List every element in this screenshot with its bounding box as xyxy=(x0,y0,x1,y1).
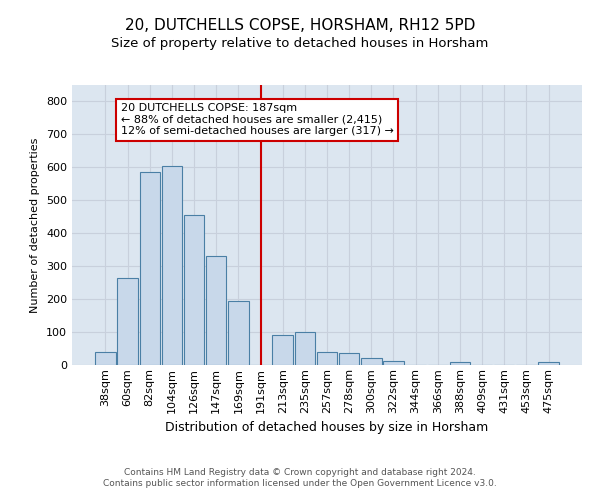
Text: Contains HM Land Registry data © Crown copyright and database right 2024.
Contai: Contains HM Land Registry data © Crown c… xyxy=(103,468,497,487)
Bar xyxy=(95,352,116,365)
Bar xyxy=(140,172,160,365)
Bar xyxy=(184,215,204,365)
Bar xyxy=(339,354,359,365)
Bar xyxy=(450,362,470,365)
Bar xyxy=(206,256,226,365)
Bar xyxy=(295,332,315,365)
Bar xyxy=(383,361,404,365)
Bar xyxy=(361,358,382,365)
X-axis label: Distribution of detached houses by size in Horsham: Distribution of detached houses by size … xyxy=(166,421,488,434)
Y-axis label: Number of detached properties: Number of detached properties xyxy=(31,138,40,312)
Bar xyxy=(272,336,293,365)
Bar xyxy=(118,278,138,365)
Bar xyxy=(161,166,182,365)
Bar xyxy=(538,362,559,365)
Text: Size of property relative to detached houses in Horsham: Size of property relative to detached ho… xyxy=(112,38,488,51)
Bar xyxy=(317,352,337,365)
Bar xyxy=(228,301,248,365)
Text: 20, DUTCHELLS COPSE, HORSHAM, RH12 5PD: 20, DUTCHELLS COPSE, HORSHAM, RH12 5PD xyxy=(125,18,475,32)
Text: 20 DUTCHELLS COPSE: 187sqm
← 88% of detached houses are smaller (2,415)
12% of s: 20 DUTCHELLS COPSE: 187sqm ← 88% of deta… xyxy=(121,103,394,136)
